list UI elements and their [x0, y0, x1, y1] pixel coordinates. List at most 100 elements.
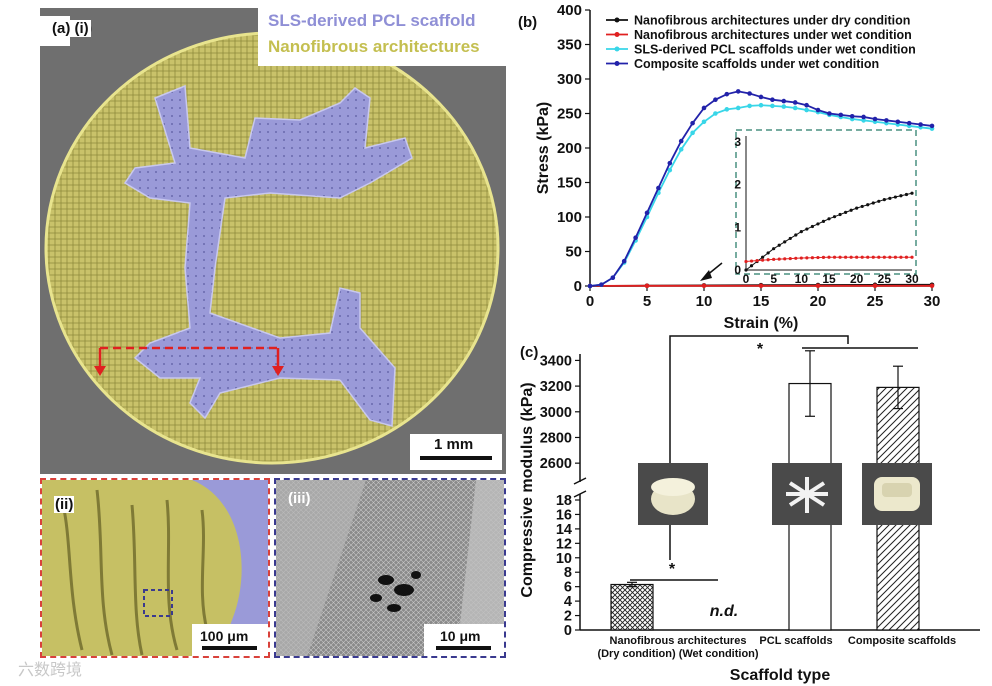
inset-x-tick-label: 5: [770, 272, 777, 286]
series-point-2: [678, 147, 684, 152]
series-point-3: [895, 119, 901, 125]
sem-micrograph-ii: [42, 480, 268, 656]
inset-series-point-1: [788, 256, 792, 261]
series-point-2: [804, 107, 809, 113]
inset-series-point-0: [810, 224, 814, 229]
inset-series-point-1: [866, 255, 870, 259]
inset-x-tick-label: 30: [905, 272, 919, 286]
inset-series-point-1: [882, 255, 886, 259]
series-point-3: [906, 120, 912, 126]
photo-composite-sample-top: [882, 483, 912, 497]
series-point-3: [587, 283, 593, 289]
series-point-1: [701, 283, 707, 289]
inset-pointer-arrowhead: [700, 270, 712, 281]
series-point-2: [735, 105, 741, 111]
panel-b-label: (b): [518, 14, 538, 31]
inset-series-point-0: [799, 230, 803, 234]
scalebar-iii-label: 10 μm: [440, 628, 481, 644]
photo-nanofibrous-sample-top: [651, 478, 695, 496]
watermark: 六数跨境: [18, 662, 83, 679]
inset-series-point-0: [777, 243, 781, 247]
inset-series-point-0: [844, 210, 848, 214]
series-point-3: [758, 94, 764, 100]
inset-series-point-1: [799, 256, 803, 260]
inset-series-point-1: [761, 258, 765, 262]
inset-series-point-0: [821, 219, 826, 223]
series-point-3: [701, 105, 707, 111]
inset-series-point-1: [904, 255, 909, 259]
y-axis-label: Stress (kPa): [535, 102, 552, 195]
series-point-3: [838, 112, 844, 118]
y-tick-label: 250: [557, 106, 582, 123]
series-point-2: [758, 102, 764, 108]
y-tick-label: 3200: [540, 379, 572, 395]
inset-series-point-0: [855, 206, 859, 210]
series-point-3: [656, 185, 661, 191]
series-point-3: [690, 120, 695, 126]
axis-break-mark: [573, 477, 587, 485]
x-tick-label: 10: [696, 293, 713, 310]
axis-break-mark: [573, 490, 587, 498]
inset-series-point-1: [749, 259, 754, 263]
series-point-2: [747, 103, 752, 109]
inset-series-point-0: [766, 251, 770, 255]
legend-marker-0: [614, 17, 620, 23]
inset-series-point-0: [888, 196, 892, 200]
series-point-3: [781, 98, 787, 104]
x-tick-label: 5: [643, 293, 651, 310]
inset-series-point-0: [893, 195, 897, 199]
inset-series-point-0: [904, 192, 909, 197]
inset-series-point-0: [805, 227, 809, 231]
inset-series-point-0: [849, 208, 853, 212]
series-point-3: [827, 111, 832, 116]
significance-marker: *: [757, 341, 764, 358]
inset-x-tick-label: 15: [822, 272, 836, 286]
series-point-3: [621, 258, 627, 264]
inset-series-point-1: [766, 258, 770, 262]
series-point-1: [815, 283, 821, 289]
series-point-3: [770, 97, 775, 102]
legend-marker-1: [614, 32, 620, 37]
inset-series-point-1: [888, 255, 892, 259]
series-point-3: [792, 100, 798, 105]
x-tick-label: 25: [867, 293, 884, 310]
inset-series-point-1: [805, 256, 809, 260]
inset-series-point-1: [827, 255, 831, 259]
inset-series-point-0: [788, 236, 792, 241]
category-label-0-2: (Dry condition) (Wet condition): [597, 648, 758, 660]
series-point-3: [724, 91, 730, 97]
panel-a-letter-text: (a): [52, 20, 71, 37]
inset-series-point-0: [877, 199, 881, 203]
series-point-1: [758, 283, 764, 289]
legend-entry-1: Nanofibrous architectures under wet cond…: [634, 28, 912, 42]
inset-series-point-0: [744, 268, 748, 272]
inset-series-point-1: [810, 256, 814, 260]
inset-y-tick-label: 2: [734, 178, 741, 192]
legend-marker-2: [614, 46, 620, 52]
inset-series-point-0: [838, 212, 842, 217]
y-tick-label: 100: [557, 209, 582, 226]
significance-bracket-upper: [669, 335, 849, 560]
legend-box: [258, 8, 506, 66]
inset-series-point-1: [910, 255, 914, 259]
inset-series-point-1: [844, 255, 848, 259]
panel-a-ii-label: (ii): [54, 496, 75, 513]
y-tick-label: 16: [556, 507, 572, 523]
inset-series-point-1: [871, 255, 875, 259]
inset-series-point-0: [871, 201, 875, 205]
x-tick-label: 20: [810, 293, 827, 310]
x-tick-label: 0: [586, 293, 594, 310]
inset-series-point-1: [777, 257, 781, 261]
bar-0: [610, 583, 654, 631]
panel-a-letter-outer: (a) (i): [50, 20, 91, 37]
series-point-1: [929, 283, 935, 289]
panel-a-ii: (ii) 100 μm: [40, 478, 270, 658]
photo-pcl-scaffold-sample: [786, 477, 828, 513]
y-tick-label: 6: [564, 580, 572, 596]
series-point-2: [724, 107, 730, 112]
x-axis-label: Scaffold type: [730, 667, 831, 684]
legend-entry-0: Nanofibrous architectures under dry cond…: [634, 14, 910, 28]
y-tick-label: 0: [564, 623, 572, 639]
inset-series-point-0: [899, 194, 903, 198]
x-tick-label: 30: [924, 293, 941, 310]
